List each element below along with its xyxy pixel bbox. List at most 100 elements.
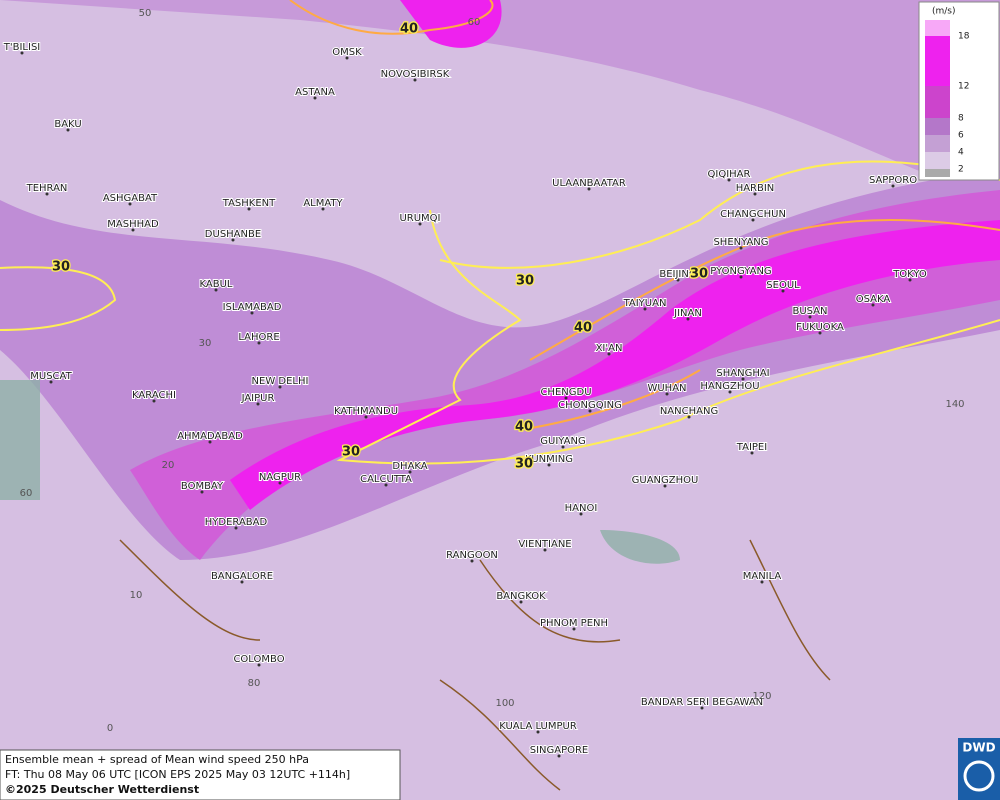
city-dot <box>519 600 523 604</box>
city-label: QIQIHAR <box>708 169 751 180</box>
city-label: JAIPUR <box>241 393 275 404</box>
city-label: ALMATY <box>303 198 343 209</box>
city-label: SHENYANG <box>713 237 768 248</box>
city-label: BANGALORE <box>211 571 273 582</box>
city-dot <box>700 706 704 710</box>
city-label: BUSAN <box>792 306 827 317</box>
logo-text: DWD <box>962 741 995 755</box>
city-dot <box>891 184 895 188</box>
city-label: HANOI <box>565 503 598 514</box>
city-label: LAHORE <box>238 332 279 343</box>
contour-label: 30 <box>515 457 533 472</box>
city-dot <box>231 238 235 242</box>
city-dot <box>152 399 156 403</box>
city-dot <box>781 289 785 293</box>
city-label: HARBIN <box>736 183 775 194</box>
graticule-label: 50 <box>139 8 152 19</box>
jet-core <box>230 220 1000 510</box>
graticule-label: 120 <box>752 691 771 702</box>
contour <box>519 219 1000 431</box>
city-dot <box>557 754 561 758</box>
city-dot <box>564 396 568 400</box>
legend-swatch <box>925 169 950 177</box>
city-label: TAIPEI <box>736 442 767 453</box>
lake <box>0 380 680 564</box>
city-dot <box>607 352 611 356</box>
wind-fields <box>0 0 1000 564</box>
city-dot <box>665 392 669 396</box>
legend-swatch <box>925 118 950 135</box>
contour-label: 40 <box>574 321 592 336</box>
city-label: T'BILISI <box>3 42 40 53</box>
city-label: URUMQI <box>399 213 440 224</box>
graticule-label: 100 <box>495 698 514 709</box>
city-label: SINGAPORE <box>530 745 589 756</box>
city-dot <box>247 207 251 211</box>
city-label: TAIYUAN <box>623 298 667 309</box>
city-label: CHONGQING <box>558 400 622 411</box>
city-dot <box>676 278 680 282</box>
city-label: WUHAN <box>647 383 686 394</box>
contour <box>289 0 494 35</box>
city-label: OSAKA <box>856 294 891 305</box>
city-label: BAKU <box>54 119 81 130</box>
legend-swatch <box>925 135 950 152</box>
contour-label: 30 <box>690 267 708 282</box>
city-dot <box>66 128 70 132</box>
city-label: KUNMING <box>525 454 573 465</box>
city-dot <box>686 317 690 321</box>
graticule-label: 140 <box>945 399 964 410</box>
city-dot <box>728 390 732 394</box>
jet-core <box>400 0 502 48</box>
city-dot <box>200 490 204 494</box>
legend-unit: (m/s) <box>932 7 956 17</box>
city-label: TEHRAN <box>26 183 68 194</box>
city-label: ASHGABAT <box>103 193 158 204</box>
contour <box>0 266 117 331</box>
city-label: SAPPORO <box>869 175 917 186</box>
city-dot <box>543 548 547 552</box>
city-label: NOVOSIBIRSK <box>381 69 450 80</box>
city-label: MUSCAT <box>30 371 72 382</box>
city-dot <box>687 415 691 419</box>
city-dot <box>234 526 238 530</box>
city-label: CHENGDU <box>540 387 591 398</box>
city-dot <box>408 470 412 474</box>
caption-line: Ensemble mean + spread of Mean wind spee… <box>5 753 309 766</box>
city-label: KABUL <box>200 279 233 290</box>
city-dot <box>257 341 261 345</box>
city-dot <box>45 192 49 196</box>
city-label: GUANGZHOU <box>632 475 699 486</box>
legend-swatch <box>925 152 950 169</box>
city-label: BEIJING <box>659 269 696 280</box>
city-dot <box>536 730 540 734</box>
city-label: HANGZHOU <box>700 381 759 392</box>
city-dot <box>663 484 667 488</box>
city-dot <box>214 288 218 292</box>
city-label: PYONGYANG <box>710 266 771 277</box>
legend-label: 8 <box>958 114 964 124</box>
city-dot <box>470 559 474 563</box>
labels: OMSK NOVOSIBIRSK ASTANA T'BILISI BAKU TEHRAN A… <box>2 8 965 758</box>
city-dot <box>760 580 764 584</box>
city-label: ULAANBAATAR <box>552 178 626 189</box>
city-dot <box>208 440 212 444</box>
contour-label: 30 <box>52 260 70 275</box>
city-dot <box>739 275 743 279</box>
city-dot <box>20 51 24 55</box>
city-label: NAGPUR <box>259 472 301 483</box>
city-label: VIENTIANE <box>518 539 571 550</box>
city-dot <box>321 207 325 211</box>
graticule-label: 80 <box>248 678 261 689</box>
city-dot <box>49 380 53 384</box>
city-dot <box>561 445 565 449</box>
city-label: DHAKA <box>392 461 427 472</box>
city-label: MASHHAD <box>107 219 159 230</box>
graticule-label: 60 <box>468 17 481 28</box>
city-label: BANDAR SERI BEGAWAN <box>641 697 763 708</box>
city-label: AHMADABAD <box>177 431 243 442</box>
city-dot <box>418 222 422 226</box>
caption-box <box>0 749 401 800</box>
